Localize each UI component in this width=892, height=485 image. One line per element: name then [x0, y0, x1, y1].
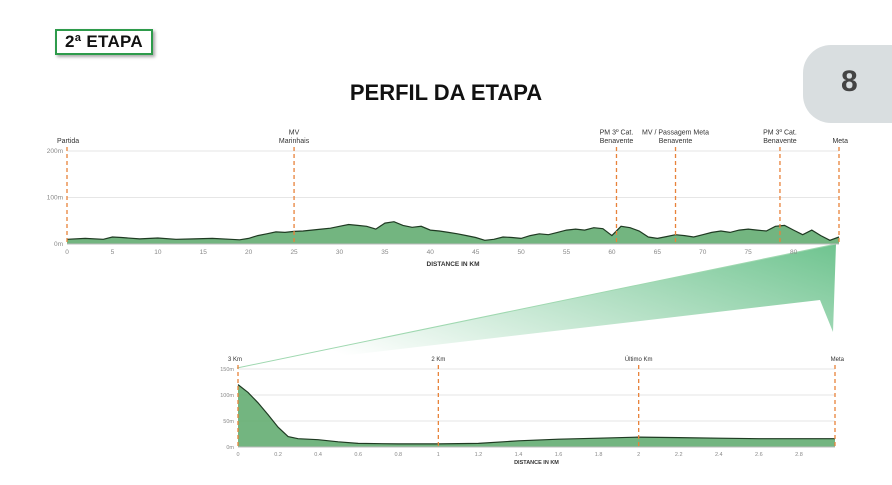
main-xtick-label: 40: [427, 249, 435, 256]
main-xtick-label: 0: [65, 249, 69, 256]
main-xtick-label: 50: [518, 249, 526, 256]
main-xaxis-label: DISTANCE IN KM: [427, 261, 480, 268]
main-xtick-label: 70: [699, 249, 707, 256]
final-km-profile-chart: 0m 50m 100m 150m 0 0.2 0.4 0.6 0.8 1 1.2 1.4 1.6 1.8 2…: [220, 356, 844, 466]
final-ytick-label: 50m: [223, 419, 234, 425]
stage-badge-label: 2ª ETAPA: [65, 32, 143, 51]
main-marker-label: Meta: [832, 138, 848, 145]
final-xtick-label: 0.2: [274, 452, 282, 458]
main-elevation-line: [66, 221, 840, 241]
main-marker-label: Partida: [57, 138, 79, 145]
final-xaxis-label: DISTANCE IN KM: [514, 460, 559, 466]
main-xtick-label: 30: [336, 249, 344, 256]
main-marker-label: Benavente: [600, 138, 634, 145]
main-xtick-label: 75: [745, 249, 753, 256]
main-xtick-label: 80: [790, 249, 798, 256]
main-marker-label: MV: [289, 130, 300, 137]
final-marker-label: 3 Km: [228, 357, 242, 363]
main-profile-chart: 0m 100m 200m 0 5 10 15 20 25 30 35 40 45 50 55 60 65 70 75…: [47, 130, 848, 269]
main-ytick-label: 100m: [47, 195, 63, 202]
main-xtick-label: 20: [245, 249, 253, 256]
final-xtick-label: 1.6: [555, 452, 563, 458]
final-xtick-label: 0.8: [394, 452, 402, 458]
page-number: 8: [841, 65, 858, 98]
main-xtick-label: 55: [563, 249, 571, 256]
final-elevation-line: [237, 384, 835, 445]
final-xtick-label: 1.4: [515, 452, 523, 458]
main-marker-label: Benavente: [659, 138, 693, 145]
final-xtick-label: 2: [637, 452, 640, 458]
main-xtick-label: 65: [654, 249, 662, 256]
final-ytick-label: 150m: [220, 367, 234, 373]
main-marker-label: PM 3º Cat.: [763, 130, 797, 137]
final-ytick-label: 0m: [226, 445, 234, 451]
final-xtick-label: 0.4: [314, 452, 322, 458]
main-marker-label: Benavente: [763, 138, 797, 145]
final-xtick-label: 0: [236, 452, 239, 458]
main-marker-label: MV / Passagem Meta: [642, 130, 709, 137]
main-xtick-label: 10: [154, 249, 162, 256]
main-elevation-area: [67, 221, 839, 244]
final-xtick-label: 1.2: [475, 452, 483, 458]
final-xtick-label: 2.6: [755, 452, 763, 458]
final-xtick-label: 0.6: [354, 452, 362, 458]
page-title: PERFIL DA ETAPA: [349, 80, 543, 105]
final-xtick-label: 2.2: [675, 452, 683, 458]
final-xtick-label: 1: [437, 452, 440, 458]
page-number-tab: 8: [803, 45, 892, 123]
main-xtick-label: 45: [472, 249, 480, 256]
main-xtick-label: 60: [608, 249, 616, 256]
final-xtick-label: 2.8: [795, 452, 803, 458]
main-xtick-label: 5: [111, 249, 115, 256]
final-marker-label: 2 Km: [431, 357, 445, 363]
main-xtick-label: 35: [381, 249, 389, 256]
final-marker-label: Meta: [831, 357, 845, 363]
final-marker-label: Último Km: [625, 356, 653, 363]
main-ytick-label: 0m: [54, 241, 63, 248]
main-xtick-label: 15: [200, 249, 208, 256]
main-marker-label: Marinhais: [279, 138, 310, 145]
zoom-connector-edge: [236, 243, 837, 369]
final-ytick-label: 100m: [220, 393, 234, 399]
final-elevation-area: [238, 384, 835, 447]
main-xtick-label: 25: [290, 249, 298, 256]
main-marker-label: PM 3º Cat.: [600, 130, 634, 137]
final-xtick-label: 1.8: [595, 452, 603, 458]
stage-badge: 2ª ETAPA: [55, 29, 153, 55]
final-xtick-label: 2.4: [715, 452, 723, 458]
main-ytick-label: 200m: [47, 148, 63, 155]
